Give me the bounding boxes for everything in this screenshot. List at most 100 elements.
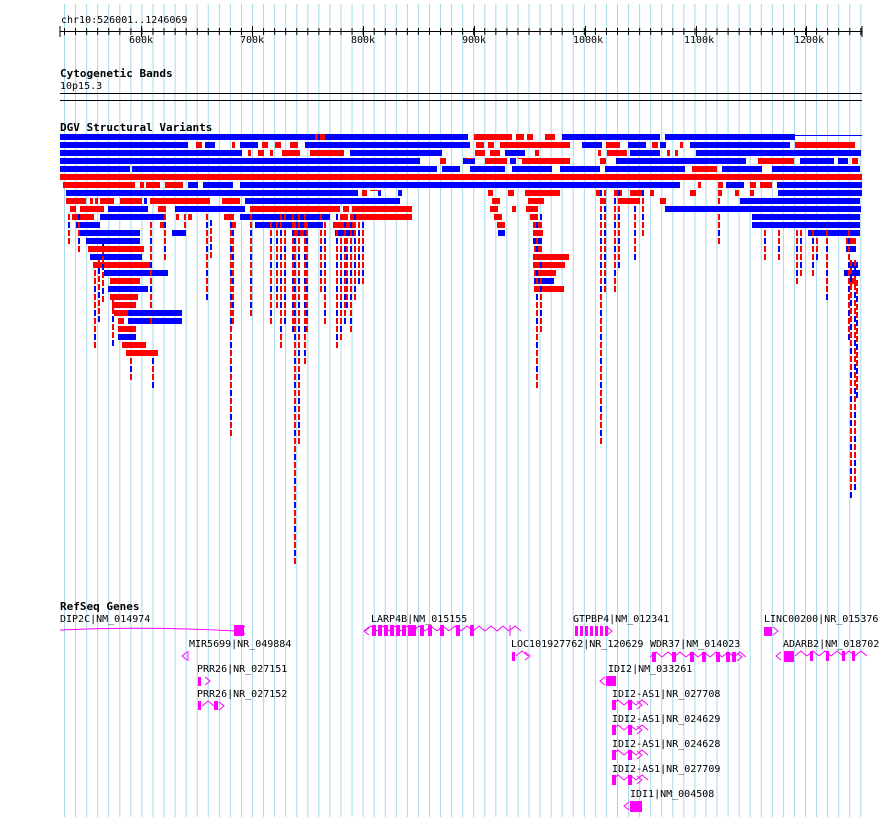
variant-bar[interactable] xyxy=(270,222,272,228)
variant-bar[interactable] xyxy=(294,526,296,532)
variant-bar[interactable] xyxy=(230,302,232,308)
variant-bar[interactable] xyxy=(232,286,234,292)
variant-bar[interactable] xyxy=(150,302,152,308)
variant-bar[interactable] xyxy=(306,270,308,276)
variant-bar[interactable] xyxy=(850,484,852,490)
variant-bar[interactable] xyxy=(534,286,564,292)
variant-bar[interactable] xyxy=(856,352,858,358)
variant-bar[interactable] xyxy=(336,222,338,228)
variant-bar[interactable] xyxy=(362,190,367,196)
variant-bar[interactable] xyxy=(93,262,151,268)
variant-bar[interactable] xyxy=(816,238,818,244)
variant-bar[interactable] xyxy=(118,318,124,324)
variant-bar[interactable] xyxy=(150,310,152,316)
variant-bar[interactable] xyxy=(206,246,208,252)
variant-bar[interactable] xyxy=(164,230,166,236)
variant-bar[interactable] xyxy=(344,294,346,300)
variant-bar[interactable] xyxy=(630,150,660,156)
variant-bar[interactable] xyxy=(80,206,104,212)
variant-bar[interactable] xyxy=(66,198,86,204)
variant-bar[interactable] xyxy=(850,428,852,434)
variant-bar[interactable] xyxy=(164,214,166,220)
variant-bar[interactable] xyxy=(812,246,814,252)
variant-bar[interactable] xyxy=(160,222,164,228)
variant-bar[interactable] xyxy=(850,292,852,298)
variant-bar[interactable] xyxy=(280,278,282,284)
variant-bar[interactable] xyxy=(90,254,142,260)
variant-bar[interactable] xyxy=(378,190,381,196)
variant-bar[interactable] xyxy=(618,222,620,228)
variant-bar[interactable] xyxy=(108,206,148,212)
variant-bar[interactable] xyxy=(826,270,828,276)
variant-bar[interactable] xyxy=(816,230,818,236)
variant-bar[interactable] xyxy=(250,238,252,244)
variant-bar[interactable] xyxy=(354,270,356,276)
variant-bar[interactable] xyxy=(614,270,616,276)
variant-bar[interactable] xyxy=(280,222,282,228)
variant-bar[interactable] xyxy=(634,246,636,252)
variant-bar[interactable] xyxy=(250,262,252,268)
variant-bar[interactable] xyxy=(240,182,680,188)
variant-bar[interactable] xyxy=(614,190,616,196)
variant-bar[interactable] xyxy=(850,436,852,442)
variant-bar[interactable] xyxy=(250,222,252,228)
variant-bar[interactable] xyxy=(230,414,232,420)
variant-bar[interactable] xyxy=(68,238,70,244)
variant-bar[interactable] xyxy=(324,262,326,268)
variant-bar[interactable] xyxy=(350,278,352,284)
variant-bar[interactable] xyxy=(306,294,308,300)
variant-bar[interactable] xyxy=(600,390,602,396)
variant-bar[interactable] xyxy=(270,214,272,220)
variant-bar[interactable] xyxy=(78,238,80,244)
variant-bar[interactable] xyxy=(475,150,485,156)
variant-bar[interactable] xyxy=(152,358,154,364)
variant-bar[interactable] xyxy=(344,222,346,228)
variant-bar[interactable] xyxy=(298,430,300,436)
variant-bar[interactable] xyxy=(66,190,358,196)
variant-bar[interactable] xyxy=(850,308,852,314)
variant-bar[interactable] xyxy=(68,230,70,236)
variant-bar[interactable] xyxy=(112,324,114,330)
gene-label[interactable]: IDI2-AS1|NR_027709 xyxy=(612,764,721,775)
variant-bar[interactable] xyxy=(604,230,606,236)
variant-bar[interactable] xyxy=(306,246,308,252)
variant-bar[interactable] xyxy=(298,262,300,268)
variant-bar[interactable] xyxy=(536,214,538,220)
variant-bar[interactable] xyxy=(184,214,186,220)
variant-bar[interactable] xyxy=(340,254,342,260)
variant-bar[interactable] xyxy=(80,230,140,236)
variant-bar[interactable] xyxy=(826,254,828,260)
variant-bar[interactable] xyxy=(280,238,282,244)
variant-bar[interactable] xyxy=(354,278,356,284)
variant-bar[interactable] xyxy=(340,246,342,252)
variant-bar[interactable] xyxy=(294,374,296,380)
variant-bar[interactable] xyxy=(600,222,602,228)
variant-bar[interactable] xyxy=(240,142,258,148)
variant-bar[interactable] xyxy=(856,320,858,326)
variant-bar[interactable] xyxy=(324,270,326,276)
variant-bar[interactable] xyxy=(88,246,144,252)
variant-bar[interactable] xyxy=(442,166,460,172)
variant-bar[interactable] xyxy=(826,230,828,236)
variant-bar[interactable] xyxy=(232,230,234,236)
variant-bar[interactable] xyxy=(306,310,308,316)
variant-bar[interactable] xyxy=(94,286,96,292)
variant-bar[interactable] xyxy=(848,238,850,244)
variant-bar[interactable] xyxy=(652,142,658,148)
variant-bar[interactable] xyxy=(230,374,232,380)
variant-bar[interactable] xyxy=(276,238,278,244)
variant-bar[interactable] xyxy=(284,310,286,316)
variant-bar[interactable] xyxy=(618,214,620,220)
variant-bar[interactable] xyxy=(336,214,338,220)
variant-bar[interactable] xyxy=(856,328,858,334)
variant-bar[interactable] xyxy=(618,254,620,260)
variant-bar[interactable] xyxy=(582,142,602,148)
variant-bar[interactable] xyxy=(718,206,720,212)
variant-bar[interactable] xyxy=(130,366,132,372)
variant-bar[interactable] xyxy=(536,310,538,316)
variant-bar[interactable] xyxy=(210,244,212,250)
variant-bar[interactable] xyxy=(95,198,98,204)
variant-bar[interactable] xyxy=(850,356,852,362)
variant-bar[interactable] xyxy=(280,270,282,276)
variant-bar[interactable] xyxy=(490,150,500,156)
